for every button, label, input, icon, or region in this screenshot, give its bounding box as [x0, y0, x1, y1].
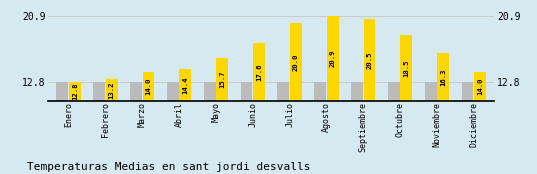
Text: 20.5: 20.5 — [367, 51, 373, 69]
Text: 20.0: 20.0 — [293, 53, 299, 71]
Bar — [364, 19, 375, 174]
Bar — [327, 16, 339, 174]
Bar — [216, 58, 228, 174]
Bar — [290, 23, 302, 174]
Bar — [462, 82, 474, 174]
Bar — [143, 72, 155, 174]
Bar — [204, 82, 215, 174]
Text: 14.4: 14.4 — [183, 76, 188, 94]
Text: 17.6: 17.6 — [256, 63, 262, 81]
Bar — [179, 69, 191, 174]
Bar — [253, 43, 265, 174]
Bar — [106, 79, 118, 174]
Bar — [388, 82, 400, 174]
Text: 14.0: 14.0 — [477, 78, 483, 95]
Bar — [69, 82, 81, 174]
Bar — [93, 82, 105, 174]
Text: 20.9: 20.9 — [330, 50, 336, 67]
Text: Temperaturas Medias en sant jordi desvalls: Temperaturas Medias en sant jordi desval… — [27, 162, 310, 172]
Bar — [437, 53, 449, 174]
Bar — [474, 72, 486, 174]
Bar — [351, 82, 363, 174]
Bar — [425, 82, 437, 174]
Bar — [167, 82, 179, 174]
Bar — [56, 82, 68, 174]
Bar — [278, 82, 289, 174]
Text: 18.5: 18.5 — [403, 60, 409, 77]
Text: 14.0: 14.0 — [146, 78, 151, 95]
Text: 16.3: 16.3 — [440, 68, 446, 86]
Bar — [314, 82, 326, 174]
Text: 13.2: 13.2 — [108, 81, 115, 99]
Bar — [241, 82, 252, 174]
Bar — [130, 82, 142, 174]
Bar — [401, 35, 412, 174]
Text: 15.7: 15.7 — [219, 71, 225, 88]
Text: 12.8: 12.8 — [72, 83, 78, 100]
